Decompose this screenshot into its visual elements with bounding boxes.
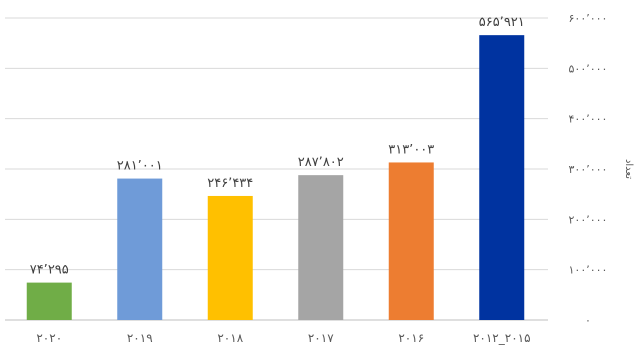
x-tick-label: ۲۰۱۲_۲۰۱۵: [473, 331, 531, 345]
x-tick-label: ۲۰۲۰: [36, 331, 62, 345]
bar: [298, 175, 344, 320]
x-tick-label: ۲۰۱۹: [127, 331, 153, 345]
bar: [117, 178, 163, 320]
data-labels: ۷۴٬۲۹۵ ۲۸۱٬۰۰۱ ۲۴۶٬۴۳۴ ۲۸۷٬۸۰۲ ۳۱۳٬۰۰۳ ۵۶۵٬۹۲…: [30, 15, 525, 278]
y-axis-labels: ۰ ۱۰۰٬۰۰۰ ۲۰۰٬۰۰۰ ۳۰۰٬۰۰۰ ۴۰۰٬۰۰۰ ۵۰۰٬۰۰۰ ۶۰۰٬…: [569, 12, 608, 327]
y-tick-label: ۰: [585, 314, 591, 327]
bars: [26, 35, 525, 320]
y-tick-label: ۴۰۰٬۰۰۰: [569, 113, 608, 126]
data-label: ۲۸۱٬۰۰۱: [117, 159, 163, 174]
x-tick-label: ۲۰۱۶: [398, 331, 424, 345]
y-tick-label: ۶۰۰٬۰۰۰: [569, 12, 608, 25]
bar: [26, 282, 72, 320]
y-axis-title: تعداد: [623, 159, 634, 179]
y-tick-label: ۳۰۰٬۰۰۰: [569, 163, 608, 176]
data-label: ۵۶۵٬۹۲۱: [479, 15, 525, 30]
x-axis-labels: ۲۰۲۰ ۲۰۱۹ ۲۰۱۸ ۲۰۱۷ ۲۰۱۶ ۲۰۱۲_۲۰۱۵: [36, 331, 531, 345]
data-label: ۲۸۷٬۸۰۲: [298, 155, 344, 170]
data-label: ۷۴٬۲۹۵: [30, 263, 69, 278]
y-tick-label: ۵۰۰٬۰۰۰: [569, 62, 608, 75]
gridlines: [5, 17, 548, 321]
data-label: ۳۱۳٬۰۰۳: [388, 142, 434, 157]
y-tick-label: ۱۰۰٬۰۰۰: [569, 264, 608, 277]
y-tick-label: ۲۰۰٬۰۰۰: [569, 213, 608, 226]
data-label: ۲۴۶٬۴۳۴: [207, 176, 253, 191]
x-tick-label: ۲۰۱۷: [308, 331, 334, 345]
x-tick-label: ۲۰۱۸: [217, 331, 243, 345]
bar: [479, 35, 525, 320]
bar: [388, 162, 434, 320]
bar: [207, 195, 253, 320]
